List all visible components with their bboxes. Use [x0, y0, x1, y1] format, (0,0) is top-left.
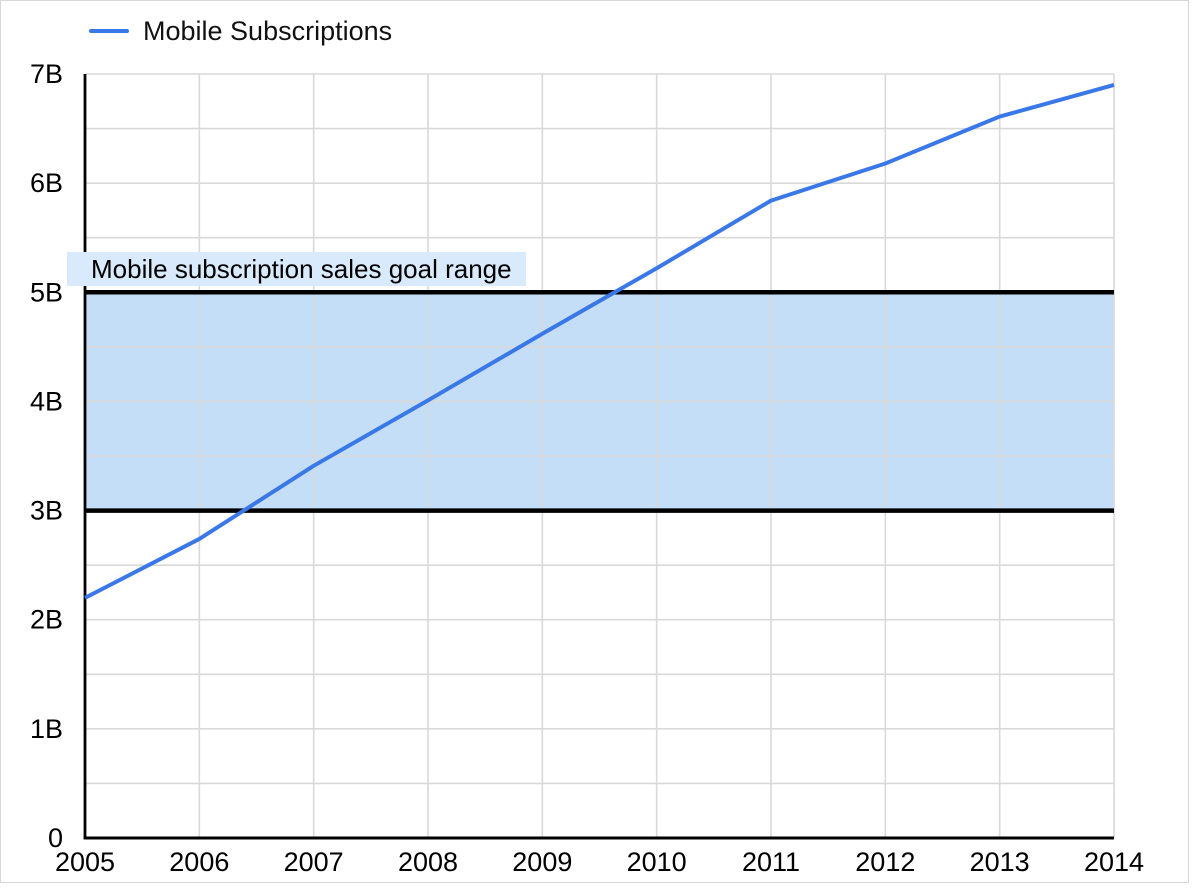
y-tick-label: 7B [30, 59, 63, 89]
x-tick-label: 2006 [169, 847, 229, 877]
y-tick-label: 3B [30, 496, 63, 526]
x-tick-label: 2014 [1084, 847, 1144, 877]
y-tick-label: 5B [30, 277, 63, 307]
x-tick-label: 2008 [398, 847, 458, 877]
reference-band-label: Mobile subscription sales goal range [67, 252, 526, 286]
chart-legend: Mobile Subscriptions [89, 15, 392, 47]
y-tick-label: 2B [30, 605, 63, 635]
x-tick-label: 2007 [284, 847, 344, 877]
x-tick-label: 2011 [742, 847, 800, 877]
y-tick-label: 1B [30, 714, 63, 744]
y-tick-label: 4B [30, 386, 63, 416]
x-tick-label: 2005 [55, 847, 115, 877]
legend-line-swatch [89, 29, 129, 33]
x-tick-label: 2009 [512, 847, 572, 877]
series-mobile-subscriptions-line [84, 82, 1115, 600]
x-tick-label: 2012 [855, 847, 915, 877]
x-tick-label: 2013 [970, 847, 1030, 877]
y-tick-label: 0 [48, 823, 63, 853]
x-tick-label: 2010 [627, 847, 687, 877]
y-tick-label: 6B [30, 168, 63, 198]
legend-label: Mobile Subscriptions [143, 15, 393, 46]
